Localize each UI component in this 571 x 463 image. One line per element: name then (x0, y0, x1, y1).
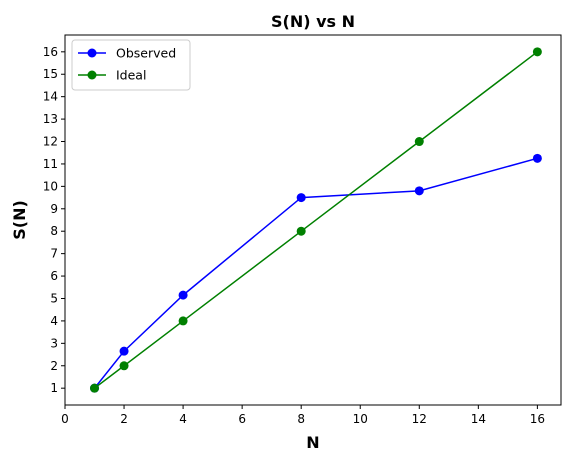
data-point-observed (119, 346, 129, 356)
x-tick-label: 2 (120, 412, 128, 426)
y-tick-label: 11 (43, 157, 58, 171)
legend-label-ideal: Ideal (116, 68, 146, 83)
x-tick-label: 10 (353, 412, 368, 426)
axes-frame (64, 34, 562, 406)
legend-marker-ideal (87, 70, 97, 80)
x-tick-label: 0 (61, 412, 69, 426)
y-tick-label: 14 (43, 90, 58, 104)
data-point-observed (414, 186, 424, 196)
x-tick-label: 8 (297, 412, 305, 426)
x-tick-label: 14 (471, 412, 486, 426)
x-tick-label: 16 (530, 412, 545, 426)
y-tick-label: 2 (50, 359, 58, 373)
x-tick-label: 6 (238, 412, 246, 426)
legend: Observed Ideal (71, 39, 191, 91)
legend-marker-observed (87, 48, 97, 58)
x-tick-label: 12 (412, 412, 427, 426)
y-tick-label: 7 (50, 247, 58, 261)
data-point-ideal (119, 361, 129, 371)
y-axis-title: S(N) (10, 200, 29, 240)
y-tick-label: 3 (50, 336, 58, 350)
x-tick-label: 4 (179, 412, 187, 426)
series-line-observed (93, 157, 538, 389)
data-point-ideal (90, 383, 100, 393)
y-tick-label: 12 (43, 135, 58, 149)
legend-label-observed: Observed (116, 46, 176, 61)
y-tick-label: 1 (50, 381, 58, 395)
data-point-observed (296, 193, 306, 203)
y-tick-label: 4 (50, 314, 58, 328)
y-tick-label: 13 (43, 112, 58, 126)
y-tick-label: 15 (43, 67, 58, 81)
series-line-ideal (94, 51, 538, 389)
y-tick-label: 10 (43, 179, 58, 193)
data-point-ideal (532, 47, 542, 57)
data-point-ideal (178, 316, 188, 326)
y-tick-label: 5 (50, 291, 58, 305)
data-point-ideal (296, 226, 306, 236)
data-point-observed (178, 290, 188, 300)
data-point-observed (532, 153, 542, 163)
y-tick-label: 16 (43, 45, 58, 59)
y-tick-label: 9 (50, 202, 58, 216)
y-tick-label: 8 (50, 224, 58, 238)
data-point-ideal (414, 137, 424, 147)
chart-title: S(N) vs N (271, 12, 355, 31)
y-tick-label: 6 (50, 269, 58, 283)
x-axis-title: N (306, 433, 319, 452)
